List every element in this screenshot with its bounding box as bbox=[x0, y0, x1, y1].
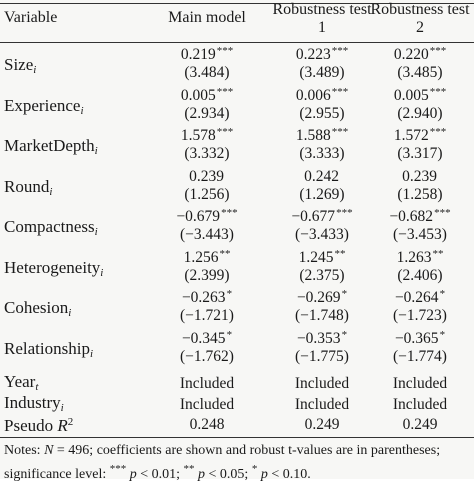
pseudo-robust1: 0.249 bbox=[304, 416, 340, 433]
header-robustness-1-line1: Robustness test bbox=[272, 1, 372, 18]
header-main-model: Main model bbox=[168, 9, 246, 26]
coefficient-cell: 0.220*** bbox=[393, 45, 447, 63]
table-notes: Notes: N = 496; coefficients are shown a… bbox=[4, 443, 441, 482]
t-value-cell: (−3.433) bbox=[295, 226, 349, 243]
header-robustness-2-line2: 2 bbox=[416, 19, 424, 36]
pseudo-main: 0.248 bbox=[189, 416, 225, 433]
coefficient-cell: −0.353* bbox=[296, 328, 348, 347]
coefficient-cell: 0.005*** bbox=[393, 85, 447, 104]
t-value-cell: (−3.443) bbox=[180, 226, 234, 243]
row-label: Roundi bbox=[4, 176, 53, 198]
t-value-cell: (2.406) bbox=[397, 266, 443, 284]
t-value-cell: (3.333) bbox=[299, 145, 345, 162]
t-value-cell: (−1.775) bbox=[295, 347, 349, 365]
coefficient-cell: 0.006*** bbox=[295, 85, 349, 104]
coefficient-cell: −0.264* bbox=[394, 288, 446, 306]
row-label: MarketDepthi bbox=[4, 136, 98, 157]
coefficient-cell: 0.219*** bbox=[180, 45, 234, 63]
row-year-label: Yeart bbox=[4, 372, 39, 393]
t-value-cell: (2.375) bbox=[299, 266, 345, 284]
coefficient-cell: 0.239 bbox=[189, 167, 224, 185]
coefficient-cell: −0.269* bbox=[296, 288, 348, 306]
row-industry-label: Industryi bbox=[4, 393, 64, 414]
coefficient-cell: 0.239 bbox=[402, 167, 437, 185]
year-main: Included bbox=[179, 375, 235, 392]
industry-main: Included bbox=[179, 396, 235, 413]
t-value-cell: (−1.762) bbox=[180, 347, 234, 365]
t-value-cell: (3.489) bbox=[299, 64, 345, 81]
t-value-cell: (3.332) bbox=[184, 145, 230, 162]
row-label: Experiencei bbox=[4, 95, 84, 117]
t-value-cell: (3.484) bbox=[184, 64, 230, 81]
year-robust1: Included bbox=[294, 375, 350, 392]
t-value-cell: (3.485) bbox=[397, 64, 443, 81]
header-robustness-1-line2: 1 bbox=[318, 19, 326, 36]
bottom-rule bbox=[0, 437, 474, 438]
row-label: Sizei bbox=[4, 55, 37, 76]
coefficient-cell: 1.245** bbox=[298, 247, 346, 266]
t-value-cell: (−3.453) bbox=[393, 226, 447, 243]
coefficient-cell: 1.256** bbox=[183, 247, 231, 266]
row-label: Cohesioni bbox=[4, 298, 72, 319]
coefficient-cell: −0.679*** bbox=[176, 207, 238, 225]
row-label: Compactnessi bbox=[4, 217, 98, 238]
t-value-cell: (−1.723) bbox=[393, 307, 447, 324]
top-rule bbox=[0, 3, 474, 4]
header-variable: Variable bbox=[4, 9, 58, 26]
row-label: Heterogeneityi bbox=[4, 257, 104, 279]
pseudo-robust2: 0.249 bbox=[402, 416, 438, 433]
year-robust2: Included bbox=[392, 375, 448, 392]
header-rule bbox=[0, 42, 474, 43]
coefficient-cell: −0.682*** bbox=[389, 207, 451, 225]
coefficient-cell: −0.345* bbox=[181, 328, 233, 347]
industry-robust2: Included bbox=[392, 396, 448, 413]
t-value-cell: (1.269) bbox=[299, 185, 345, 203]
t-value-cell: (−1.721) bbox=[180, 307, 234, 324]
coefficient-cell: 1.572*** bbox=[393, 126, 447, 144]
t-value-cell: (2.934) bbox=[184, 104, 230, 122]
coefficient-cell: 0.242 bbox=[304, 167, 339, 185]
t-value-cell: (2.955) bbox=[299, 104, 345, 122]
coefficient-cell: 1.263** bbox=[396, 247, 444, 266]
coefficient-cell: 1.588*** bbox=[295, 126, 349, 144]
t-value-cell: (3.317) bbox=[397, 145, 443, 162]
coefficient-cell: 0.005*** bbox=[180, 85, 234, 104]
t-value-cell: (−1.774) bbox=[393, 347, 447, 365]
industry-robust1: Included bbox=[294, 396, 350, 413]
row-label: Relationshipi bbox=[4, 338, 94, 360]
coefficient-cell: −0.677*** bbox=[291, 207, 353, 225]
t-value-cell: (2.399) bbox=[184, 266, 230, 284]
header-robustness-2-line1: Robustness test bbox=[370, 1, 470, 18]
coefficient-cell: 0.223*** bbox=[295, 45, 349, 63]
coefficient-cell: −0.263* bbox=[181, 288, 233, 306]
t-value-cell: (2.940) bbox=[397, 104, 443, 122]
row-pseudo-r2-label: Pseudo R2 bbox=[4, 416, 74, 435]
t-value-cell: (1.256) bbox=[184, 185, 230, 203]
coefficient-cell: 1.578*** bbox=[180, 126, 234, 144]
t-value-cell: (−1.748) bbox=[295, 307, 349, 324]
t-value-cell: (1.258) bbox=[397, 185, 443, 203]
coefficient-cell: −0.365* bbox=[394, 328, 446, 347]
